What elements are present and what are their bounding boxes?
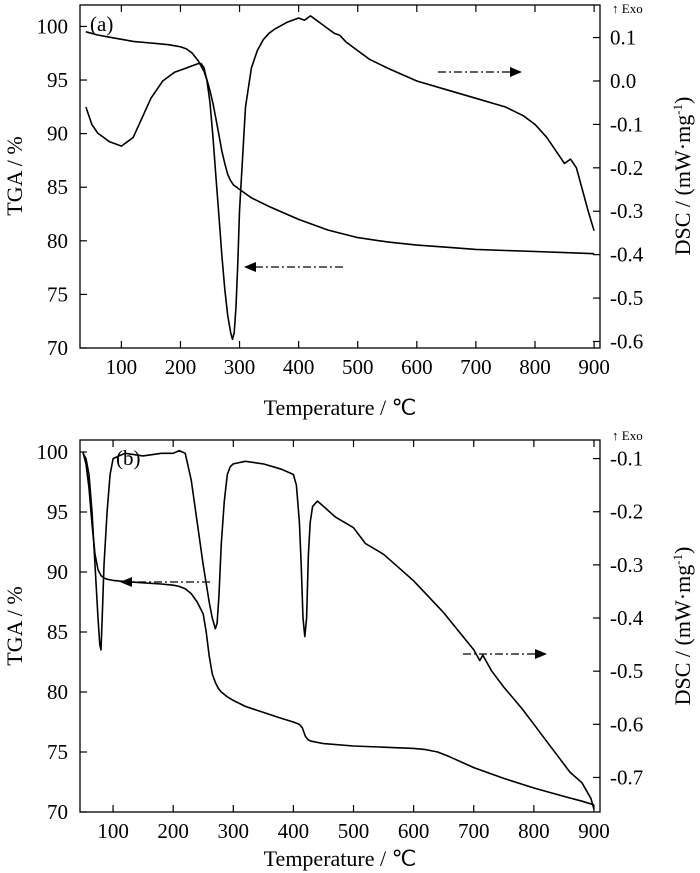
annotation-arrows-b [120, 577, 547, 659]
series-a [85, 15, 595, 341]
y-left-tick-label: 75 [47, 740, 68, 764]
x-tick-label: 500 [338, 819, 370, 843]
x-tick-label: 800 [519, 355, 551, 379]
x-tick-label: 700 [458, 819, 490, 843]
x-tick-label: 700 [460, 355, 492, 379]
y-right-tick-label: 0.1 [610, 26, 636, 50]
x-tick-label: 200 [165, 355, 197, 379]
arrow-to-tga-axis [244, 262, 343, 272]
y-left-tick-label: 70 [47, 800, 68, 824]
y-left-tick-label: 95 [47, 500, 68, 524]
ticks-b: 100 200 300 400 500 600 700 800 900 70 75 80 85 90 95 1… [37, 440, 644, 843]
annotation-arrows-a [244, 67, 522, 272]
panel-label-b: (b) [116, 446, 141, 470]
x-tick-label: 300 [218, 819, 250, 843]
y-right-tick-label: -0.5 [610, 286, 643, 310]
y-right-tick-label: -0.1 [610, 447, 643, 471]
y-right-tick-label: -0.6 [610, 712, 643, 736]
arrow-to-tga-axis [120, 577, 210, 587]
y-left-tick-label: 100 [37, 14, 69, 38]
arrow-to-dsc-axis [463, 649, 547, 659]
tga-curve [82, 451, 595, 806]
y-right-tick-label: -0.6 [610, 329, 643, 353]
x-axis-title-a: Temperature / ℃ [264, 395, 417, 420]
x-tick-label: 800 [518, 819, 550, 843]
x-tick-label: 400 [278, 819, 310, 843]
y-right-tick-label: -0.7 [610, 765, 643, 789]
y-right-axis-title-a: DSC / (mW·mg-1) [670, 97, 695, 256]
arrow-to-dsc-axis [438, 67, 522, 77]
x-axis-title-b: Temperature / ℃ [264, 846, 417, 871]
y-left-tick-label: 70 [47, 336, 68, 360]
y-left-tick-label: 85 [47, 620, 68, 644]
y-left-axis-title-a: TGA / % [2, 136, 27, 215]
y-right-tick-label: -0.3 [610, 553, 643, 577]
y-left-tick-label: 85 [47, 175, 68, 199]
x-tick-label: 100 [106, 355, 138, 379]
y-left-tick-label: 100 [37, 440, 69, 464]
exo-label-a: ↑ Exo [612, 1, 643, 16]
y-right-tick-label: -0.5 [610, 659, 643, 683]
y-right-tick-label: -0.3 [610, 199, 643, 223]
tga-curve [85, 31, 595, 255]
plot-frame-b [79, 439, 601, 813]
dsc-curve [82, 449, 595, 810]
chart-panel-b: 100 200 300 400 500 600 700 800 900 70 75 80 85 90 95 1… [2, 428, 695, 871]
y-left-axis-title-b: TGA / % [2, 586, 27, 665]
plot-frame-a [79, 4, 601, 349]
x-tick-label: 600 [401, 355, 433, 379]
y-right-tick-label: -0.4 [610, 606, 644, 630]
y-right-tick-label: -0.1 [610, 112, 643, 136]
y-left-tick-label: 80 [47, 229, 68, 253]
x-tick-label: 100 [97, 819, 129, 843]
y-right-tick-label: -0.2 [610, 156, 643, 180]
x-tick-label: 400 [283, 355, 315, 379]
x-tick-label: 900 [578, 819, 610, 843]
y-left-tick-label: 75 [47, 282, 68, 306]
y-left-tick-label: 95 [47, 68, 68, 92]
ticks-a: 100 200 300 400 500 600 700 800 900 70 75 80 85 90 95 1… [37, 5, 644, 379]
chart-panel-a: 100 200 300 400 500 600 700 800 900 70 75 80 85 90 95 1… [2, 1, 695, 420]
y-left-tick-label: 80 [47, 680, 68, 704]
y-right-tick-label: 0.0 [610, 69, 636, 93]
series-b [82, 449, 595, 810]
x-tick-label: 500 [342, 355, 374, 379]
y-right-axis-title-b: DSC / (mW·mg-1) [670, 547, 695, 706]
x-tick-label: 900 [578, 355, 610, 379]
y-left-tick-label: 90 [47, 122, 68, 146]
y-left-tick-label: 90 [47, 560, 68, 584]
x-tick-label: 300 [224, 355, 256, 379]
x-tick-label: 600 [398, 819, 430, 843]
y-right-tick-label: -0.2 [610, 500, 643, 524]
exo-label-b: ↑ Exo [612, 428, 643, 443]
x-tick-label: 200 [157, 819, 189, 843]
dsc-curve [85, 15, 595, 341]
panel-label-a: (a) [90, 12, 113, 36]
y-right-tick-label: -0.4 [610, 243, 644, 267]
